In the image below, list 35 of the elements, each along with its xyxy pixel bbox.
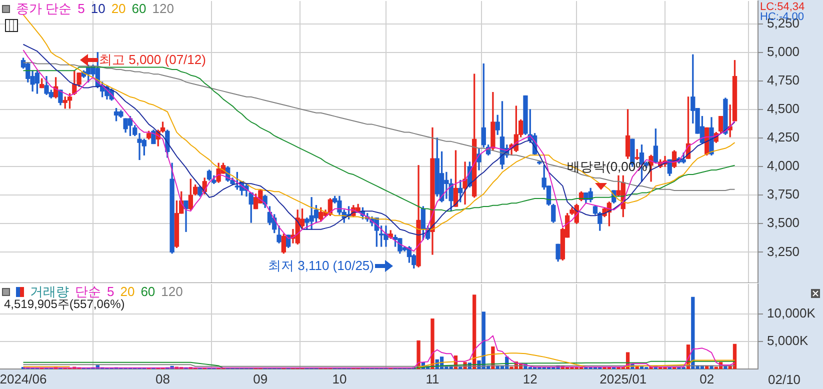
- legend-title: 종가 단순: [16, 1, 72, 16]
- annotation: 최고 5,000 (07/12): [99, 52, 206, 67]
- x-tick-label: 11: [426, 371, 440, 386]
- text: 120: [161, 284, 183, 299]
- x-tick-label: 09: [253, 371, 268, 386]
- annotation: 4,519,905주(557,06%): [4, 297, 125, 312]
- y-tick-label: 5,000K: [767, 333, 809, 348]
- text: 10: [90, 1, 106, 16]
- y-tick-label: 10,000K: [767, 306, 816, 321]
- text: 60: [132, 1, 146, 16]
- y-tick-label: 4,750: [767, 72, 800, 88]
- text: 60: [140, 284, 156, 299]
- y-tick-label: 4,000: [767, 158, 800, 174]
- y-tick-label: 4,250: [767, 130, 800, 145]
- y-tick-label: 3,250: [767, 244, 800, 259]
- text: 20: [120, 284, 135, 299]
- x-tick-label: 12: [522, 371, 538, 386]
- x-tick-label: 02: [700, 371, 714, 386]
- y-tick-label: 5,000: [767, 44, 800, 59]
- text: 5: [78, 1, 85, 16]
- text: 20: [111, 1, 126, 16]
- x-tick-label: 2025/01: [600, 371, 647, 386]
- y-tick-label: 4,500: [767, 101, 800, 116]
- y-tick-label: 3,750: [767, 186, 800, 202]
- legend-label: 거래량: [30, 284, 69, 299]
- annotation: 최저 3,110 (10/25): [268, 258, 374, 273]
- x-tick-label: 10: [332, 371, 347, 386]
- y-tick-label: 3,500: [767, 215, 800, 230]
- text: 5: [107, 284, 114, 299]
- text: 02/10: [768, 372, 801, 387]
- text: LC:54,34: [760, 0, 805, 13]
- x-tick-label: 2024/06: [0, 371, 47, 386]
- text: 120: [152, 1, 174, 16]
- legend-title: 단순: [75, 284, 101, 299]
- x-tick-label: 08: [156, 371, 170, 386]
